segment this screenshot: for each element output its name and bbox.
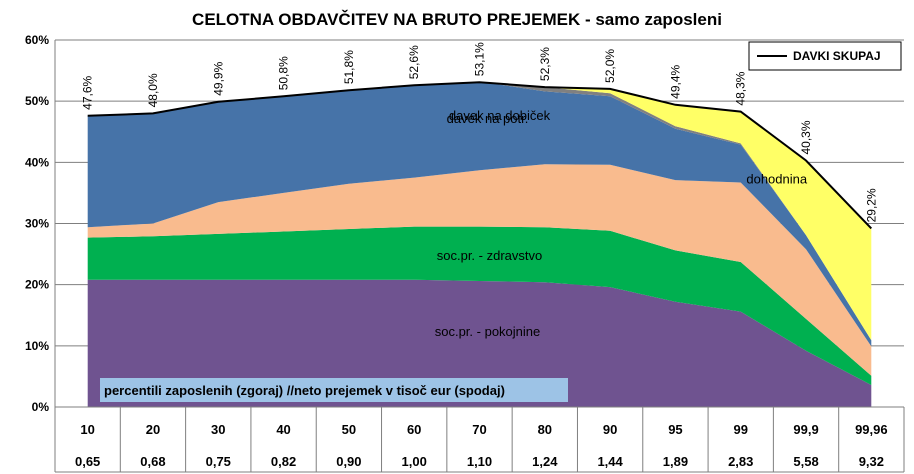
total-data-label: 40,3% xyxy=(799,120,813,154)
x-tick-label: 10 xyxy=(80,422,94,437)
x-tick-label: 50 xyxy=(342,422,356,437)
total-data-label: 52,0% xyxy=(603,49,617,83)
area-labels: soc.pr. - pokojnine soc.pr. - zdravstvo da… xyxy=(435,108,808,339)
y-tick-label: 30% xyxy=(25,217,49,231)
x-tick-label: 90 xyxy=(603,422,617,437)
area-label: dohodnina xyxy=(746,172,807,187)
area-series-3 xyxy=(87,164,872,376)
area-label: soc.pr. - zdravstvo xyxy=(437,248,542,263)
area-label: davek na dobiček xyxy=(449,108,551,123)
net-income-label: 2,83 xyxy=(728,454,753,469)
net-income-label: 1,24 xyxy=(532,454,558,469)
note-background xyxy=(100,378,568,402)
x-tick-label: 20 xyxy=(146,422,160,437)
x-tick-label: 99 xyxy=(733,422,747,437)
y-tick-label: 10% xyxy=(25,339,49,353)
total-data-label: 48,0% xyxy=(146,73,160,107)
stacked-areas xyxy=(87,81,872,407)
total-data-label: 51,8% xyxy=(342,50,356,84)
y-tick-label: 50% xyxy=(25,94,49,108)
total-data-label: 52,3% xyxy=(538,47,552,81)
x-tick-label: 30 xyxy=(211,422,225,437)
y-tick-label: 60% xyxy=(25,33,49,47)
area-label: davek na potr. xyxy=(447,111,529,126)
x-tick-label: 60 xyxy=(407,422,421,437)
chart-title: CELOTNA OBDAVČITEV NA BRUTO PREJEMEK - s… xyxy=(192,10,722,29)
area-davek-na-potr xyxy=(87,81,872,347)
category-table: 10 0,65 20 0,68 30 0,75 40 0,82 50 0,90 60 1,00 70 1,… xyxy=(54,406,905,473)
net-income-label: 1,00 xyxy=(402,454,427,469)
y-tick-label: 40% xyxy=(25,155,49,169)
total-data-label: 53,1% xyxy=(473,42,487,76)
y-axis-ticks: 0% 10% 20% 30% 40% 50% 60% xyxy=(25,33,49,414)
x-tick-label: 99,96 xyxy=(855,422,888,437)
note-text: percentili zaposlenih (zgoraj) //neto pr… xyxy=(104,383,505,398)
total-line-group xyxy=(87,81,873,230)
total-data-label: 49,9% xyxy=(211,61,225,95)
net-income-label: 0,75 xyxy=(206,454,231,469)
net-income-label: 1,44 xyxy=(597,454,623,469)
net-income-label: 1,89 xyxy=(663,454,688,469)
total-data-label: 47,6% xyxy=(81,75,95,109)
net-income-label: 0,68 xyxy=(140,454,165,469)
x-tick-label: 80 xyxy=(538,422,552,437)
axis-note-box: percentili zaposlenih (zgoraj) //neto pr… xyxy=(100,378,568,402)
net-income-label: 9,32 xyxy=(859,454,884,469)
net-income-label: 0,65 xyxy=(75,454,100,469)
total-data-label: 49,4% xyxy=(668,64,682,98)
area-label: soc.pr. - pokojnine xyxy=(435,324,541,339)
total-data-label: 52,6% xyxy=(407,45,421,79)
x-tick-label: 70 xyxy=(472,422,486,437)
y-tick-label: 0% xyxy=(32,400,50,414)
net-income-label: 0,90 xyxy=(336,454,361,469)
total-data-label: 48,3% xyxy=(734,71,748,105)
net-income-label: 0,82 xyxy=(271,454,296,469)
x-tick-label: 99,9 xyxy=(793,422,818,437)
area-soc-pr-pokojnine xyxy=(87,279,872,407)
total-data-labels: 47,6% 48,0% 49,9% 50,8% 51,8% 52,6% 53,1% 52,3%… xyxy=(81,42,879,223)
total-data-label: 29,2% xyxy=(864,188,878,222)
legend: DAVKI SKUPAJ xyxy=(748,41,902,71)
x-tick-label: 95 xyxy=(668,422,682,437)
area-soc-pr-zdravstvo xyxy=(87,226,872,385)
x-tick-label: 40 xyxy=(276,422,290,437)
total-data-label: 50,8% xyxy=(277,56,291,90)
net-income-label: 5,58 xyxy=(793,454,818,469)
total-line xyxy=(87,81,873,230)
y-tick-label: 20% xyxy=(25,278,49,292)
net-income-label: 1,10 xyxy=(467,454,492,469)
legend-label: DAVKI SKUPAJ xyxy=(793,49,881,63)
